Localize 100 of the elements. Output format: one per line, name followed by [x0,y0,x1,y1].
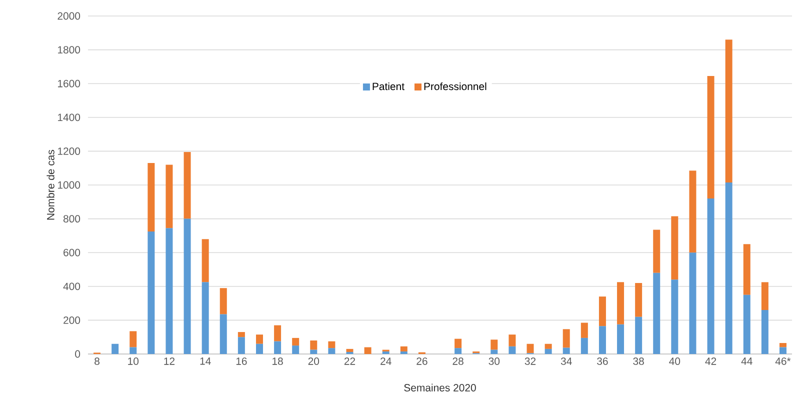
bar [364,347,372,354]
bar [508,346,516,354]
bar [454,348,462,354]
bar [725,182,732,354]
bar [598,326,606,354]
bar [544,344,552,349]
y-tick-label: 1400 [58,114,80,122]
x-tick-label: 24 [380,358,392,365]
bar [580,338,588,354]
y-axis-title: Nombre de cas [46,150,54,220]
bar [400,346,408,352]
bar [130,331,137,348]
bar [112,344,119,354]
y-tick-label: 1200 [58,148,80,155]
x-tick-label: 36 [597,358,608,365]
bar [508,334,516,346]
bar [382,351,390,354]
x-tick-label: 38 [633,358,644,365]
bar [328,341,336,348]
bar [635,316,642,354]
bar [490,350,498,354]
bar [238,337,245,354]
bar [544,348,552,354]
x-axis-title: Semaines 2020 [404,384,476,392]
bar [743,244,750,295]
x-tick-label: 44 [741,358,752,365]
x-tick-label: 12 [164,358,175,365]
x-tick-label: 46* [775,358,791,365]
bar [148,163,155,232]
bar [671,216,678,280]
y-tick-label: 800 [63,215,80,223]
x-tick-label: 34 [560,358,572,365]
bar [310,350,318,354]
legend-label: Patient [372,82,404,90]
y-tick-label: 1800 [58,46,80,54]
x-tick-label: 40 [669,358,680,365]
bar [725,40,732,182]
bar [490,340,498,350]
bar [617,282,624,324]
bar [202,239,209,282]
x-tick-label: 42 [705,358,716,365]
x-tick-label: 28 [452,358,464,365]
bar [562,348,570,354]
bar [274,325,282,342]
x-tick-label: 20 [308,358,320,365]
bar [580,322,588,338]
y-tick-label: 600 [64,248,80,256]
y-tick-label: 2000 [58,12,80,20]
bar [238,332,245,338]
bar [256,344,263,354]
bar [653,230,660,273]
bar [166,164,173,228]
bar [635,283,642,317]
bar [779,343,786,348]
bar [130,347,137,354]
bar [220,288,227,314]
bar [526,344,534,354]
bar [617,324,624,354]
bar [653,272,660,354]
bar [689,252,696,354]
bar [310,340,318,350]
bar [328,348,336,354]
x-tick-label: 16 [236,358,247,365]
x-tick-label: 26 [416,358,428,365]
bar [707,198,714,354]
x-tick-label: 22 [344,358,356,365]
y-tick-label: 1000 [58,181,80,189]
bar [743,294,750,354]
bar [220,314,227,354]
x-tick-label: 18 [272,358,283,365]
bar [454,338,462,348]
x-tick-label: 14 [200,358,211,365]
y-tick-label: 1600 [58,80,80,88]
bar [202,282,209,354]
bar [292,338,300,346]
bar [292,346,300,354]
bar [761,310,768,354]
y-tick-label: 200 [64,316,80,324]
bar [671,280,678,354]
y-tick-label: 0 [75,350,80,358]
bar [779,347,786,354]
bar [148,231,155,354]
bar [400,351,408,354]
x-tick-label: 10 [128,358,139,365]
bar [761,282,768,310]
bar [184,152,191,219]
bar [184,218,191,354]
x-tick-label: 30 [488,358,500,365]
x-tick-label: 32 [524,358,536,365]
y-tick-label: 400 [63,282,80,290]
legend-label: Professionnel [424,82,486,90]
bar [346,348,354,352]
bar [274,341,282,354]
bar [256,334,263,344]
bar [598,296,606,326]
bar [689,170,696,253]
bar [707,76,714,199]
bar [166,228,173,354]
bar [562,329,570,348]
x-tick-label: 8 [94,358,100,365]
